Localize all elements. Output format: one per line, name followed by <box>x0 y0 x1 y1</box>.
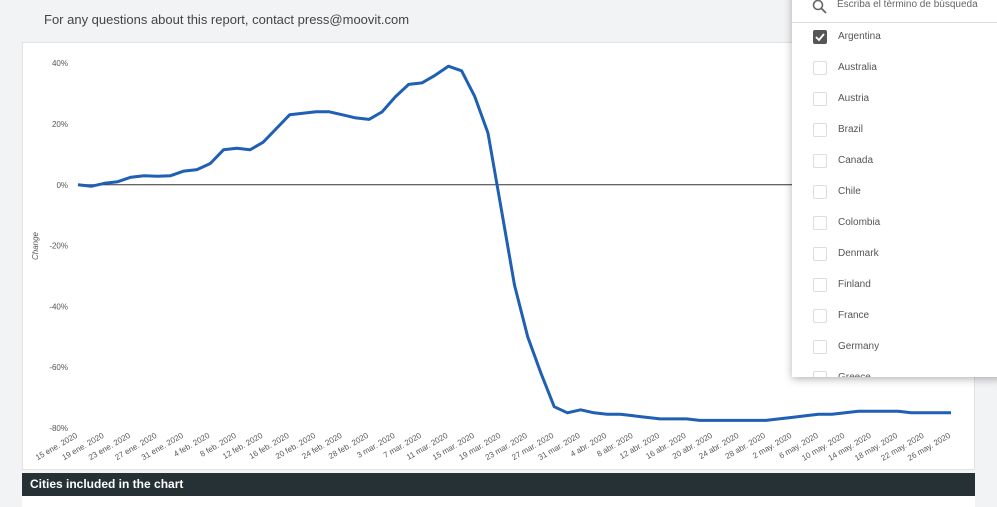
country-option[interactable]: Argentina <box>792 23 997 54</box>
country-label: Australia <box>838 62 877 73</box>
y-tick-label: -80% <box>49 424 68 433</box>
country-option[interactable]: Germany <box>792 333 997 364</box>
y-tick-label: 20% <box>52 120 68 129</box>
country-label: Brazil <box>838 124 864 135</box>
y-tick-label: 40% <box>52 59 68 68</box>
checkbox[interactable] <box>813 30 827 44</box>
country-option[interactable]: France <box>792 302 997 333</box>
country-option[interactable]: Denmark <box>792 240 997 271</box>
footer-title: Cities included in the chart <box>22 473 975 496</box>
country-label: Finland <box>838 279 871 290</box>
country-label: Chile <box>838 186 861 197</box>
country-label: France <box>838 310 870 321</box>
contact-note: For any questions about this report, con… <box>44 12 410 27</box>
y-tick-label: -20% <box>49 242 68 251</box>
y-tick-label: -40% <box>49 302 68 311</box>
search-box[interactable]: Escriba el término de búsqueda <box>792 0 997 23</box>
country-label: Denmark <box>838 248 879 259</box>
country-option[interactable]: Austria <box>792 85 997 116</box>
country-option[interactable]: Brazil <box>792 116 997 147</box>
country-dropdown: Escriba el término de búsqueda Argentina… <box>792 0 997 377</box>
checkbox[interactable] <box>813 309 827 323</box>
country-label: Argentina <box>838 31 881 42</box>
country-option[interactable]: Australia <box>792 54 997 85</box>
check-mark <box>815 33 825 42</box>
country-label: Austria <box>838 93 870 104</box>
y-tick-label: -60% <box>49 363 68 372</box>
checkbox[interactable] <box>813 61 827 75</box>
country-label: Canada <box>838 155 874 166</box>
checkbox[interactable] <box>813 278 827 292</box>
country-option[interactable]: Colombia <box>792 209 997 240</box>
y-axis-label: Change <box>31 231 40 260</box>
country-option[interactable]: Finland <box>792 271 997 302</box>
country-option[interactable]: Canada <box>792 147 997 178</box>
footer-body <box>22 496 975 507</box>
country-label: Germany <box>838 341 880 352</box>
checkbox[interactable] <box>813 340 827 354</box>
checkbox[interactable] <box>813 371 827 377</box>
checkbox[interactable] <box>813 154 827 168</box>
data-line <box>77 64 951 422</box>
search-icon <box>812 0 827 14</box>
country-option[interactable]: Greece <box>792 364 997 377</box>
y-tick-label: 0% <box>56 181 68 190</box>
checkbox[interactable] <box>813 216 827 230</box>
checkbox[interactable] <box>813 185 827 199</box>
checkbox[interactable] <box>813 92 827 106</box>
checkbox[interactable] <box>813 247 827 261</box>
checkbox[interactable] <box>813 123 827 137</box>
country-option[interactable]: Chile <box>792 178 997 209</box>
search-placeholder: Escriba el término de búsqueda <box>837 0 978 10</box>
country-label: Greece <box>838 372 871 377</box>
country-label: Colombia <box>838 217 881 228</box>
